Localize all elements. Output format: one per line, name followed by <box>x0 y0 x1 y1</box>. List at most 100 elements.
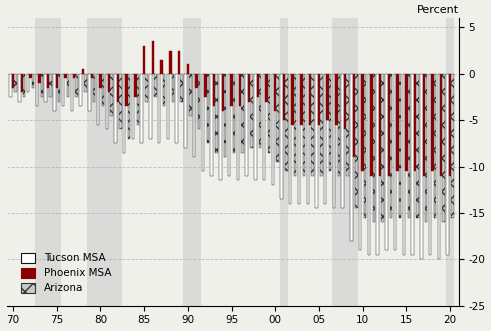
Bar <box>102 74 104 106</box>
Bar <box>18 74 21 102</box>
Bar <box>254 74 256 180</box>
Bar <box>14 74 17 92</box>
Bar <box>268 74 270 153</box>
Bar <box>184 18 201 306</box>
Bar <box>344 74 346 129</box>
Bar <box>117 74 119 102</box>
Bar <box>446 74 449 255</box>
Bar <box>73 74 76 78</box>
Bar <box>302 74 305 176</box>
Bar <box>451 74 454 217</box>
Bar <box>171 74 174 102</box>
Bar <box>382 74 384 222</box>
Bar <box>62 74 64 106</box>
Bar <box>431 74 434 171</box>
Bar <box>420 74 423 259</box>
Bar <box>292 74 294 125</box>
Bar <box>12 74 14 88</box>
Bar <box>315 74 318 208</box>
Bar <box>84 74 86 92</box>
Bar <box>123 74 126 153</box>
Bar <box>224 74 226 157</box>
Bar <box>228 74 230 176</box>
Bar <box>67 74 69 97</box>
Bar <box>108 74 110 92</box>
Bar <box>99 74 102 88</box>
Bar <box>134 74 136 97</box>
Bar <box>329 74 331 171</box>
Bar <box>29 74 32 78</box>
Bar <box>425 74 428 222</box>
Bar <box>106 74 108 129</box>
Bar <box>207 74 209 143</box>
Bar <box>355 74 357 208</box>
Bar <box>434 74 436 217</box>
Bar <box>27 74 29 92</box>
Bar <box>306 74 309 204</box>
Bar <box>377 74 379 255</box>
Bar <box>408 74 410 217</box>
Bar <box>280 74 283 199</box>
Bar <box>442 74 445 222</box>
Bar <box>163 74 165 106</box>
Bar <box>136 74 139 125</box>
Bar <box>36 74 38 106</box>
Bar <box>167 74 169 139</box>
Bar <box>320 74 323 176</box>
Bar <box>265 74 268 102</box>
Bar <box>35 18 61 306</box>
Bar <box>414 74 416 171</box>
Bar <box>9 74 12 97</box>
Bar <box>283 74 285 120</box>
Text: Percent: Percent <box>416 5 459 15</box>
Bar <box>385 74 387 250</box>
Bar <box>387 74 390 176</box>
Bar <box>193 74 195 157</box>
Bar <box>263 74 265 180</box>
Bar <box>21 74 23 92</box>
Bar <box>246 74 248 176</box>
Bar <box>114 74 117 143</box>
Bar <box>71 74 73 111</box>
Bar <box>76 74 78 97</box>
Bar <box>318 74 320 125</box>
Bar <box>158 74 161 143</box>
Bar <box>350 74 353 241</box>
Bar <box>180 74 183 102</box>
Bar <box>44 74 47 102</box>
Bar <box>416 74 419 217</box>
Bar <box>239 74 242 106</box>
Bar <box>423 74 425 176</box>
Bar <box>210 74 213 176</box>
Bar <box>399 74 401 217</box>
Bar <box>390 74 392 217</box>
Bar <box>405 74 408 171</box>
Bar <box>23 74 26 97</box>
Bar <box>335 74 338 125</box>
Bar <box>175 74 178 143</box>
Bar <box>126 74 128 106</box>
Bar <box>250 74 253 148</box>
Bar <box>119 74 122 129</box>
Bar <box>169 51 171 74</box>
Bar <box>202 74 204 171</box>
Bar <box>64 74 67 78</box>
Bar <box>184 74 187 148</box>
Bar <box>187 65 189 74</box>
Bar <box>353 74 355 157</box>
Bar <box>324 74 327 204</box>
Bar <box>97 74 99 125</box>
Bar <box>82 69 84 74</box>
Bar <box>449 74 451 176</box>
Bar <box>143 46 145 74</box>
Bar <box>242 74 244 153</box>
Bar <box>215 74 218 153</box>
Bar <box>289 74 292 204</box>
Bar <box>311 74 314 176</box>
Bar <box>361 74 364 171</box>
Bar <box>161 60 163 74</box>
Bar <box>55 74 58 88</box>
Bar <box>327 74 329 120</box>
Bar <box>300 74 302 125</box>
Bar <box>341 74 344 208</box>
